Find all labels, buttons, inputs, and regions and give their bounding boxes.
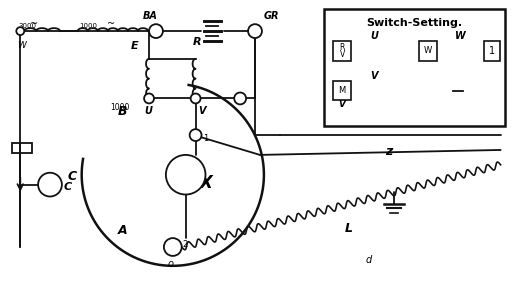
Text: C: C [64, 182, 72, 192]
Text: X: X [200, 174, 212, 192]
Circle shape [447, 80, 469, 101]
Text: U: U [144, 106, 152, 116]
Text: BA: BA [142, 11, 158, 21]
Text: V: V [370, 71, 378, 81]
Circle shape [190, 93, 201, 104]
Bar [484, 41, 500, 61]
Text: U: U [370, 31, 378, 41]
Text: W: W [17, 41, 26, 50]
Text: 1000: 1000 [110, 104, 129, 113]
Bar [333, 81, 351, 100]
Text: M: M [338, 86, 346, 95]
Circle shape [166, 155, 205, 195]
Text: 2: 2 [183, 240, 188, 249]
Circle shape [144, 93, 154, 104]
Circle shape [383, 44, 397, 58]
Circle shape [367, 84, 381, 97]
Bar [333, 41, 351, 61]
Text: V: V [338, 100, 346, 109]
Text: R: R [339, 44, 345, 52]
Text: W: W [424, 46, 433, 55]
Text: Switch-Setting.: Switch-Setting. [367, 18, 462, 28]
Text: A: A [118, 224, 127, 237]
Text: 1: 1 [203, 134, 209, 143]
Text: d: d [366, 255, 372, 265]
Circle shape [164, 238, 182, 256]
Text: ~: ~ [30, 19, 38, 29]
Text: W: W [455, 31, 465, 41]
Text: E: E [131, 41, 138, 51]
Circle shape [351, 44, 365, 58]
Bar [419, 41, 437, 61]
Circle shape [469, 44, 483, 58]
Circle shape [453, 44, 467, 58]
Circle shape [38, 173, 62, 197]
Circle shape [248, 24, 262, 38]
Text: 1000: 1000 [80, 23, 98, 29]
Text: V: V [339, 50, 345, 59]
Text: ~: ~ [108, 19, 116, 29]
Text: L: L [345, 222, 353, 235]
Circle shape [16, 27, 24, 35]
Circle shape [367, 44, 381, 58]
Bar [12, 143, 32, 153]
Text: GR: GR [264, 11, 280, 21]
Circle shape [453, 86, 463, 95]
Text: o: o [168, 259, 174, 269]
Text: 3000: 3000 [18, 23, 36, 29]
Circle shape [234, 93, 246, 104]
Text: V: V [199, 106, 206, 116]
Text: 1: 1 [488, 46, 495, 56]
Circle shape [351, 84, 365, 97]
Text: z: z [385, 145, 392, 158]
Circle shape [437, 44, 451, 58]
Bar [324, 9, 505, 126]
Text: R: R [193, 37, 201, 47]
Circle shape [189, 129, 202, 141]
Text: B: B [118, 106, 127, 119]
Circle shape [149, 24, 163, 38]
Circle shape [383, 84, 397, 97]
Text: y: y [365, 105, 373, 118]
Text: C: C [68, 170, 77, 183]
